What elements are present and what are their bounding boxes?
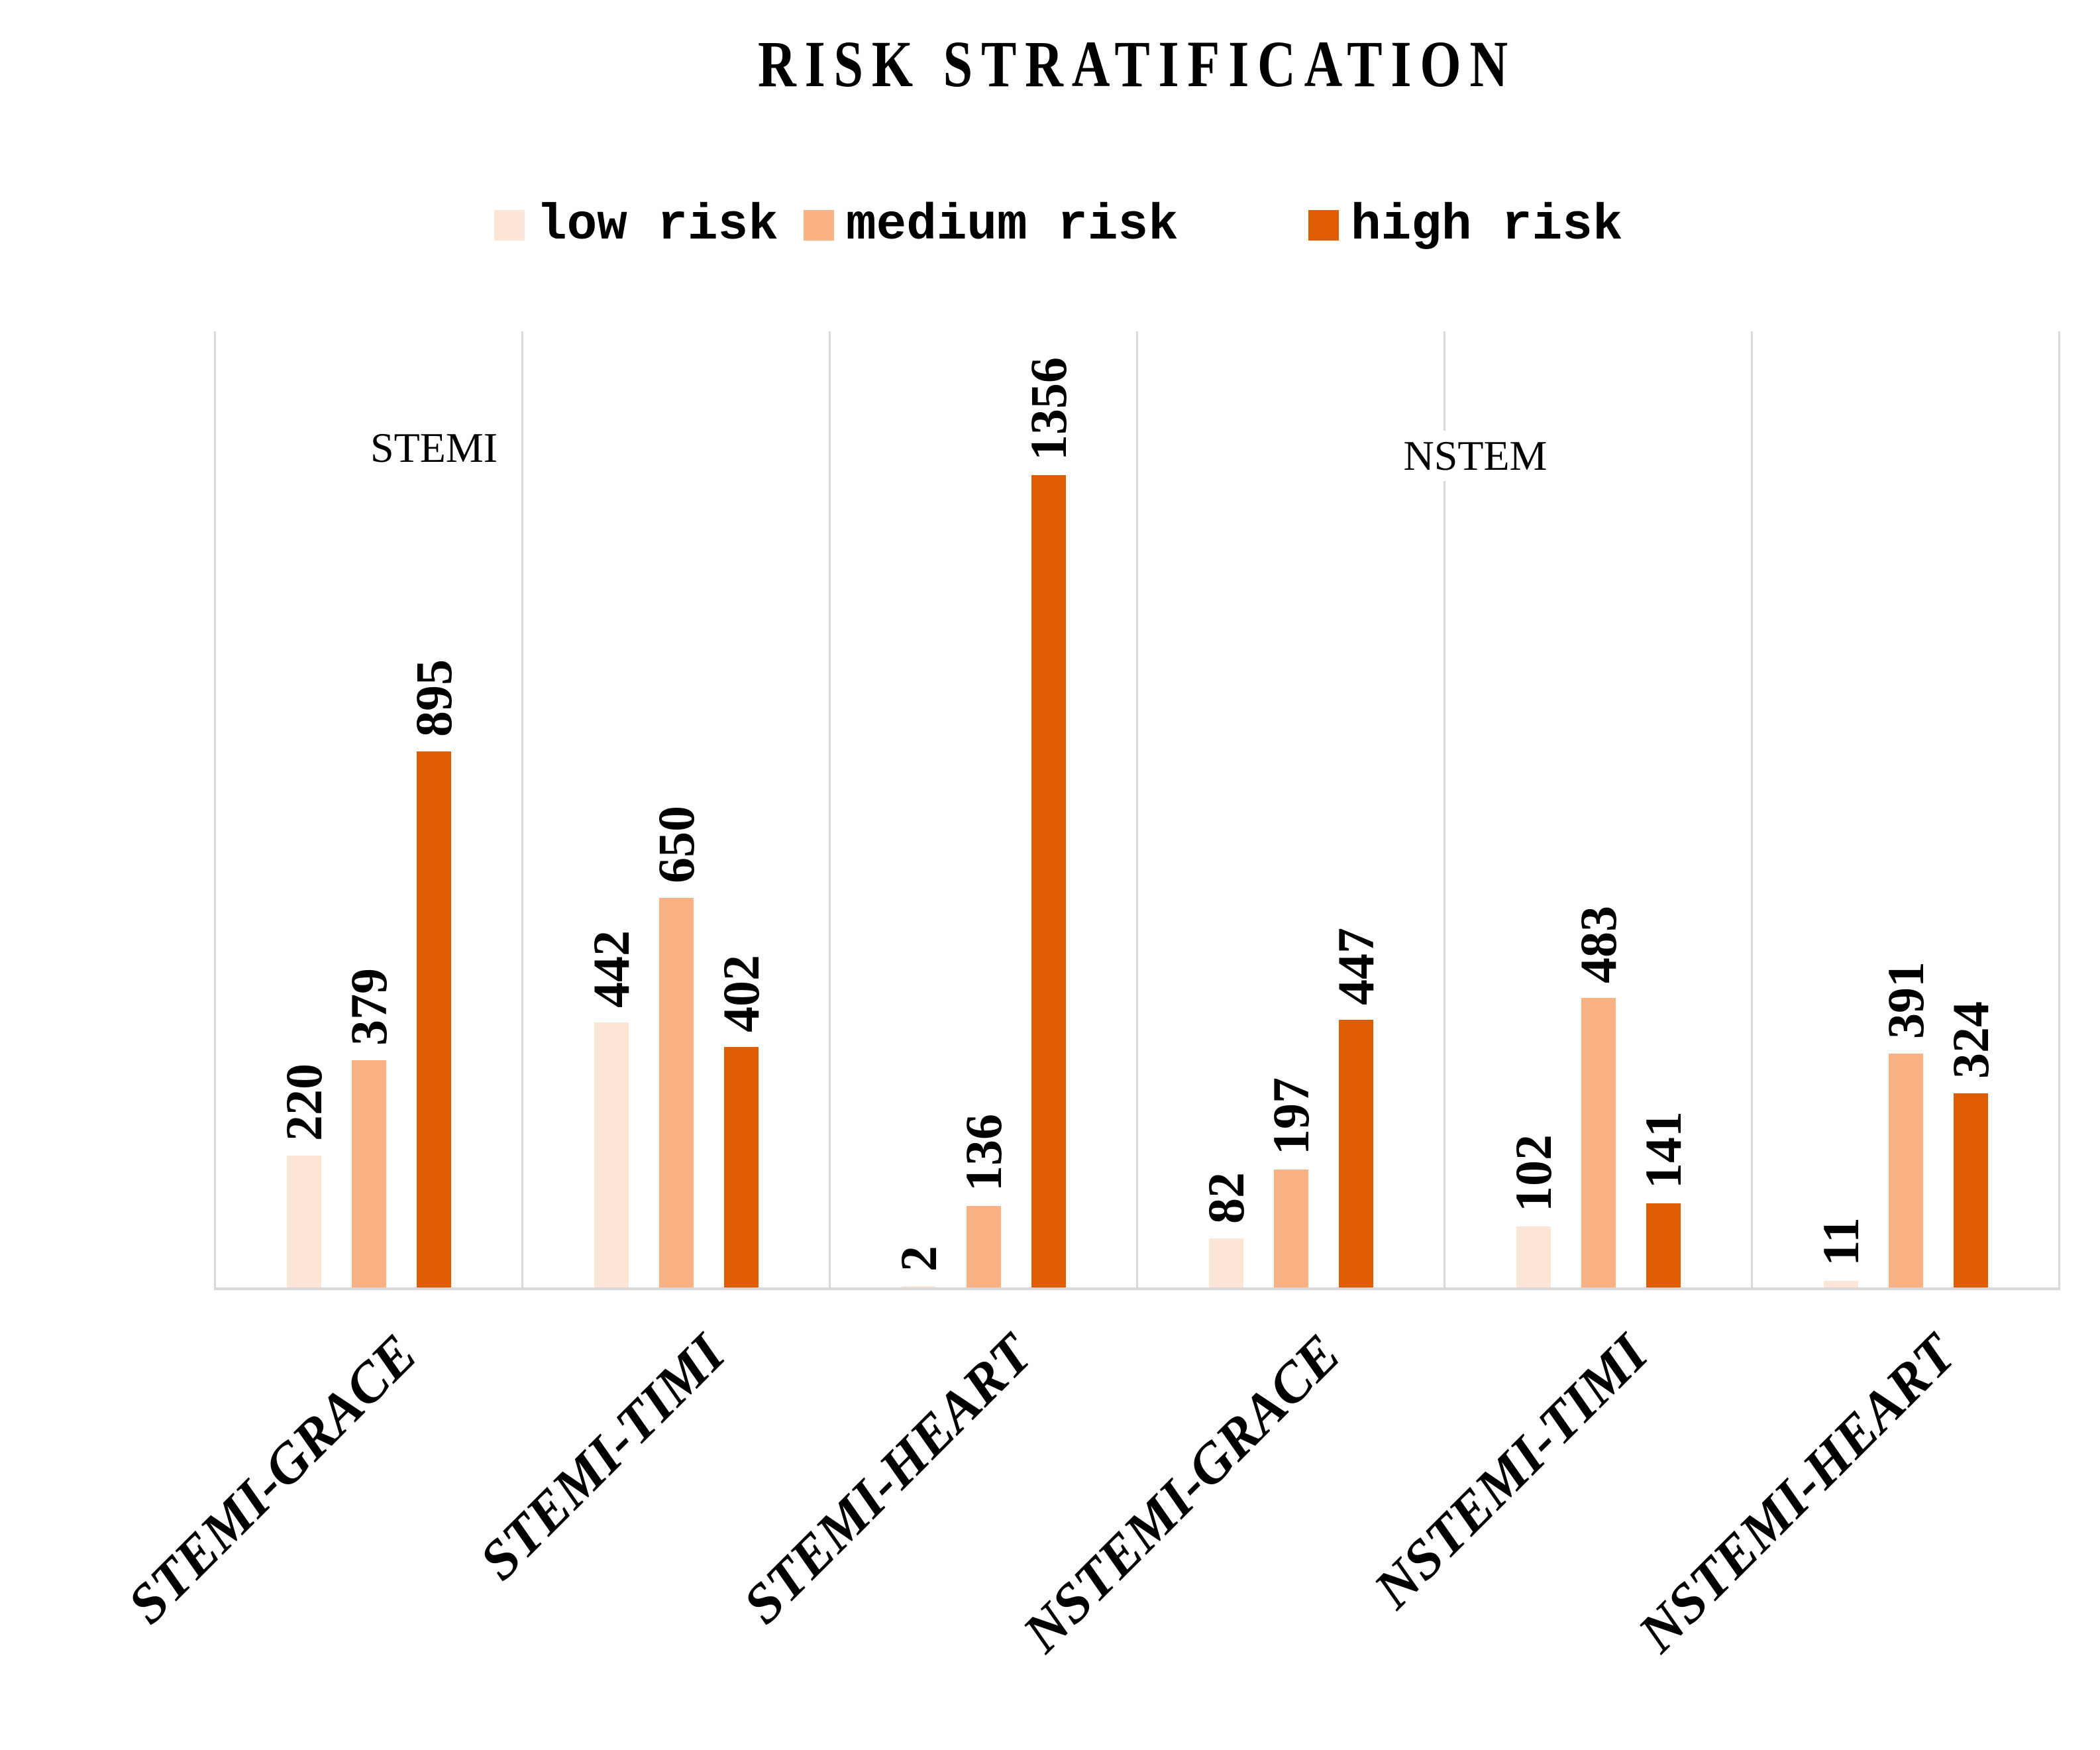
bar-high-risk: 141 — [1634, 1111, 1692, 1287]
bar-value-label: 379 — [339, 968, 397, 1046]
bar-high-risk: 402 — [712, 955, 770, 1287]
bar-value-label: 220 — [274, 1064, 333, 1141]
category-panel: 442 650 402 — [521, 331, 829, 1287]
bar-value-label: 2 — [889, 1246, 947, 1272]
legend-label-medium-risk: medium risk — [846, 197, 1179, 254]
bar-value-label: 895 — [404, 659, 462, 737]
bar-value-label: 141 — [1634, 1111, 1692, 1189]
bar-value-label: 136 — [954, 1114, 1012, 1191]
category-panel: 102 483 141 — [1444, 331, 1751, 1287]
bar-value-label: 11 — [1811, 1217, 1869, 1266]
bar-value-label: 447 — [1326, 928, 1385, 1005]
bar-value-label: 650 — [647, 806, 705, 883]
x-axis-baseline — [214, 1287, 2060, 1290]
legend-item-medium-risk: medium risk — [804, 199, 1179, 252]
bar-value-label: 402 — [711, 955, 770, 1032]
bar-value-label: 197 — [1261, 1077, 1320, 1155]
bar-low-risk: 82 — [1197, 1172, 1255, 1287]
bar-medium-risk: 650 — [647, 806, 705, 1287]
bar-medium-risk: 483 — [1569, 906, 1627, 1287]
bar-value-label: 483 — [1569, 906, 1627, 983]
bar-value-label: 442 — [582, 930, 640, 1008]
bar-medium-risk: 391 — [1877, 961, 1934, 1287]
plot-area: 220 379 895 442 650 402 2 136 1356 82 197 447 102 483… — [214, 331, 2060, 1287]
category-panel: 2 136 1356 — [829, 331, 1136, 1287]
bar-low-risk: 11 — [1812, 1217, 1869, 1287]
category-panel: 82 197 447 — [1136, 331, 1444, 1287]
bar-high-risk: 447 — [1327, 928, 1385, 1287]
bar-high-risk: 895 — [405, 659, 462, 1287]
category-panel: 11 391 324 — [1751, 331, 2060, 1287]
legend-item-high-risk: high risk — [1308, 199, 1622, 252]
bar-high-risk: 324 — [1942, 1001, 1999, 1287]
legend-swatch-high-risk — [1308, 210, 1339, 241]
bar-medium-risk: 379 — [340, 968, 397, 1287]
section-label-stemi: STEMI — [350, 423, 517, 473]
bar-low-risk: 220 — [275, 1064, 333, 1287]
legend-swatch-medium-risk — [804, 210, 834, 241]
legend-label-high-risk: high risk — [1351, 197, 1623, 254]
chart-title: RISK STRATIFICATION — [758, 27, 1516, 101]
bar-low-risk: 102 — [1504, 1134, 1562, 1287]
bar-low-risk: 2 — [890, 1246, 947, 1287]
bar-medium-risk: 136 — [955, 1114, 1012, 1287]
legend-swatch-low-risk — [494, 210, 525, 241]
bar-value-label: 82 — [1196, 1172, 1255, 1224]
section-label-nstem: NSTEM — [1383, 431, 1567, 481]
bar-value-label: 102 — [1504, 1134, 1562, 1212]
bar-medium-risk: 197 — [1262, 1077, 1320, 1287]
legend-item-low-risk: low risk — [494, 199, 778, 252]
bar-value-label: 324 — [1941, 1001, 1999, 1079]
bar-low-risk: 442 — [582, 930, 640, 1287]
category-panel: 220 379 895 — [214, 331, 521, 1287]
bar-value-label: 1356 — [1019, 357, 1077, 461]
bar-high-risk: 1356 — [1020, 357, 1077, 1287]
bar-value-label: 391 — [1876, 961, 1934, 1039]
legend-label-low-risk: low risk — [537, 197, 778, 254]
